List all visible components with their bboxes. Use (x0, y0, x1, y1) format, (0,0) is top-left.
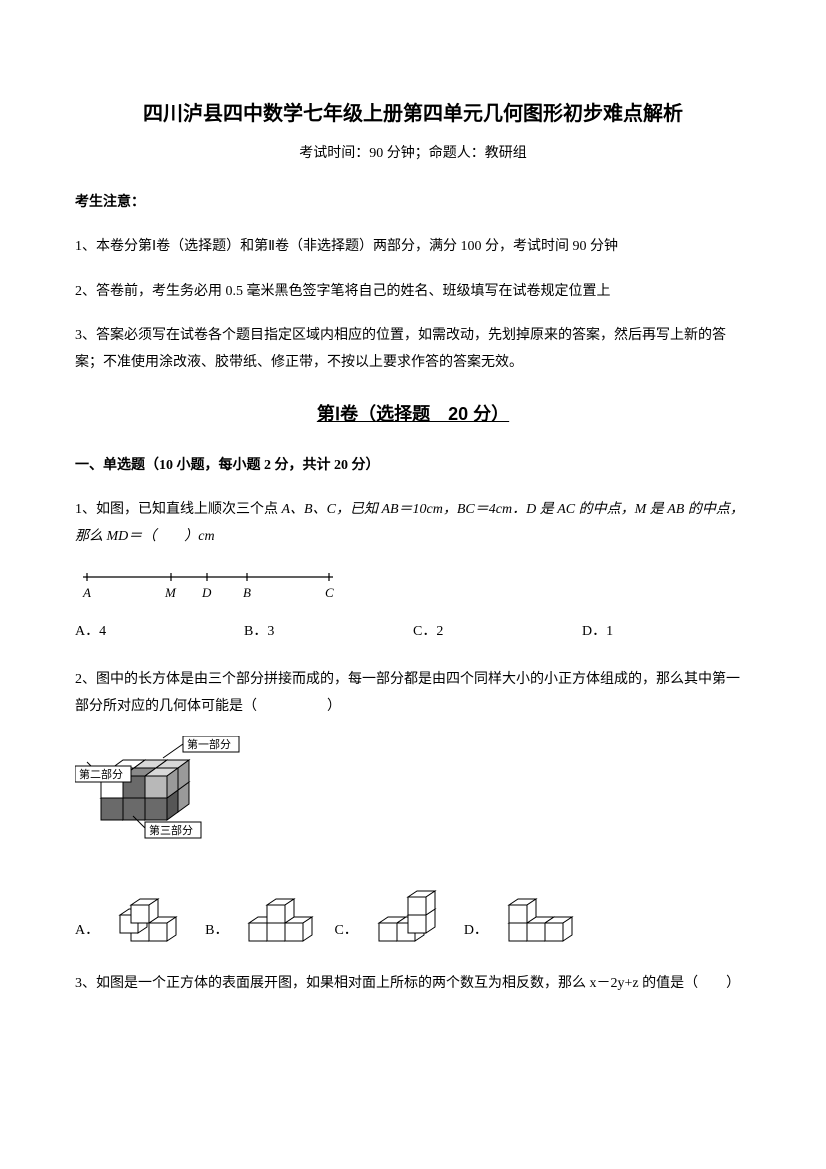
section-heading: 第Ⅰ卷（选择题 20 分） (75, 397, 751, 431)
page-title: 四川泸县四中数学七年级上册第四单元几何图形初步难点解析 (75, 95, 751, 133)
q2-label-p1: 第一部分 (187, 737, 231, 751)
q2-option-c-label: C． (334, 918, 357, 945)
page-subtitle: 考试时间：90 分钟；命题人：教研组 (75, 141, 751, 168)
q1-option-a: A．4 (75, 619, 244, 646)
notice-item-3: 3、答案必须写在试卷各个题目指定区域内相应的位置，如需改动，先划掉原来的答案，然… (75, 323, 751, 376)
q2-option-a-icon (105, 889, 187, 945)
q2-label-p2: 第二部分 (79, 767, 123, 781)
notice-item-2: 2、答卷前，考生务必用 0.5 毫米黑色签字笔将自己的姓名、班级填写在试卷规定位… (75, 279, 751, 306)
q2-option-c-icon (364, 889, 446, 945)
subsection-heading: 一、单选题（10 小题，每小题 2 分，共计 20 分） (75, 453, 751, 480)
q1-label-b: B (243, 585, 251, 600)
q1-label-c: C (325, 585, 334, 600)
q2-option-b-label: B． (205, 918, 228, 945)
q1-text-1: 1、如图，已知直线上顺次三个点 (75, 502, 282, 517)
question-3: 3、如图是一个正方体的表面展开图，如果相对面上所标的两个数互为相反数，那么 x－… (75, 971, 751, 998)
q1-text-2: A、B、C， (282, 502, 350, 517)
q1-option-d: D．1 (582, 619, 751, 646)
question-1: 1、如图，已知直线上顺次三个点 A、B、C，已知 AB＝10cm，BC＝4cm．… (75, 497, 751, 550)
q1-label-d: D (201, 585, 212, 600)
q2-options: A． B． (75, 889, 751, 945)
q2-label-p3: 第三部分 (149, 823, 193, 837)
q1-options: A．4 B．3 C．2 D．1 (75, 619, 751, 646)
q2-option-d-label: D． (464, 918, 488, 945)
q1-label-m: M (164, 585, 177, 600)
q1-option-c: C．2 (413, 619, 582, 646)
notice-heading: 考生注意： (75, 190, 751, 217)
q2-figure: 第一部分 第二部分 第三部分 (75, 736, 751, 867)
notice-item-1: 1、本卷分第Ⅰ卷（选择题）和第Ⅱ卷（非选择题）两部分，满分 100 分，考试时间… (75, 234, 751, 261)
question-2: 2、图中的长方体是由三个部分拼接而成的，每一部分都是由四个同样大小的小正方体组成… (75, 667, 751, 720)
q1-label-a: A (82, 585, 91, 600)
q2-option-b-icon (234, 889, 316, 945)
q2-option-a-label: A． (75, 918, 99, 945)
q1-option-b: B．3 (244, 619, 413, 646)
q2-option-d-icon (494, 889, 584, 945)
q1-figure: A M D B C (75, 567, 751, 601)
